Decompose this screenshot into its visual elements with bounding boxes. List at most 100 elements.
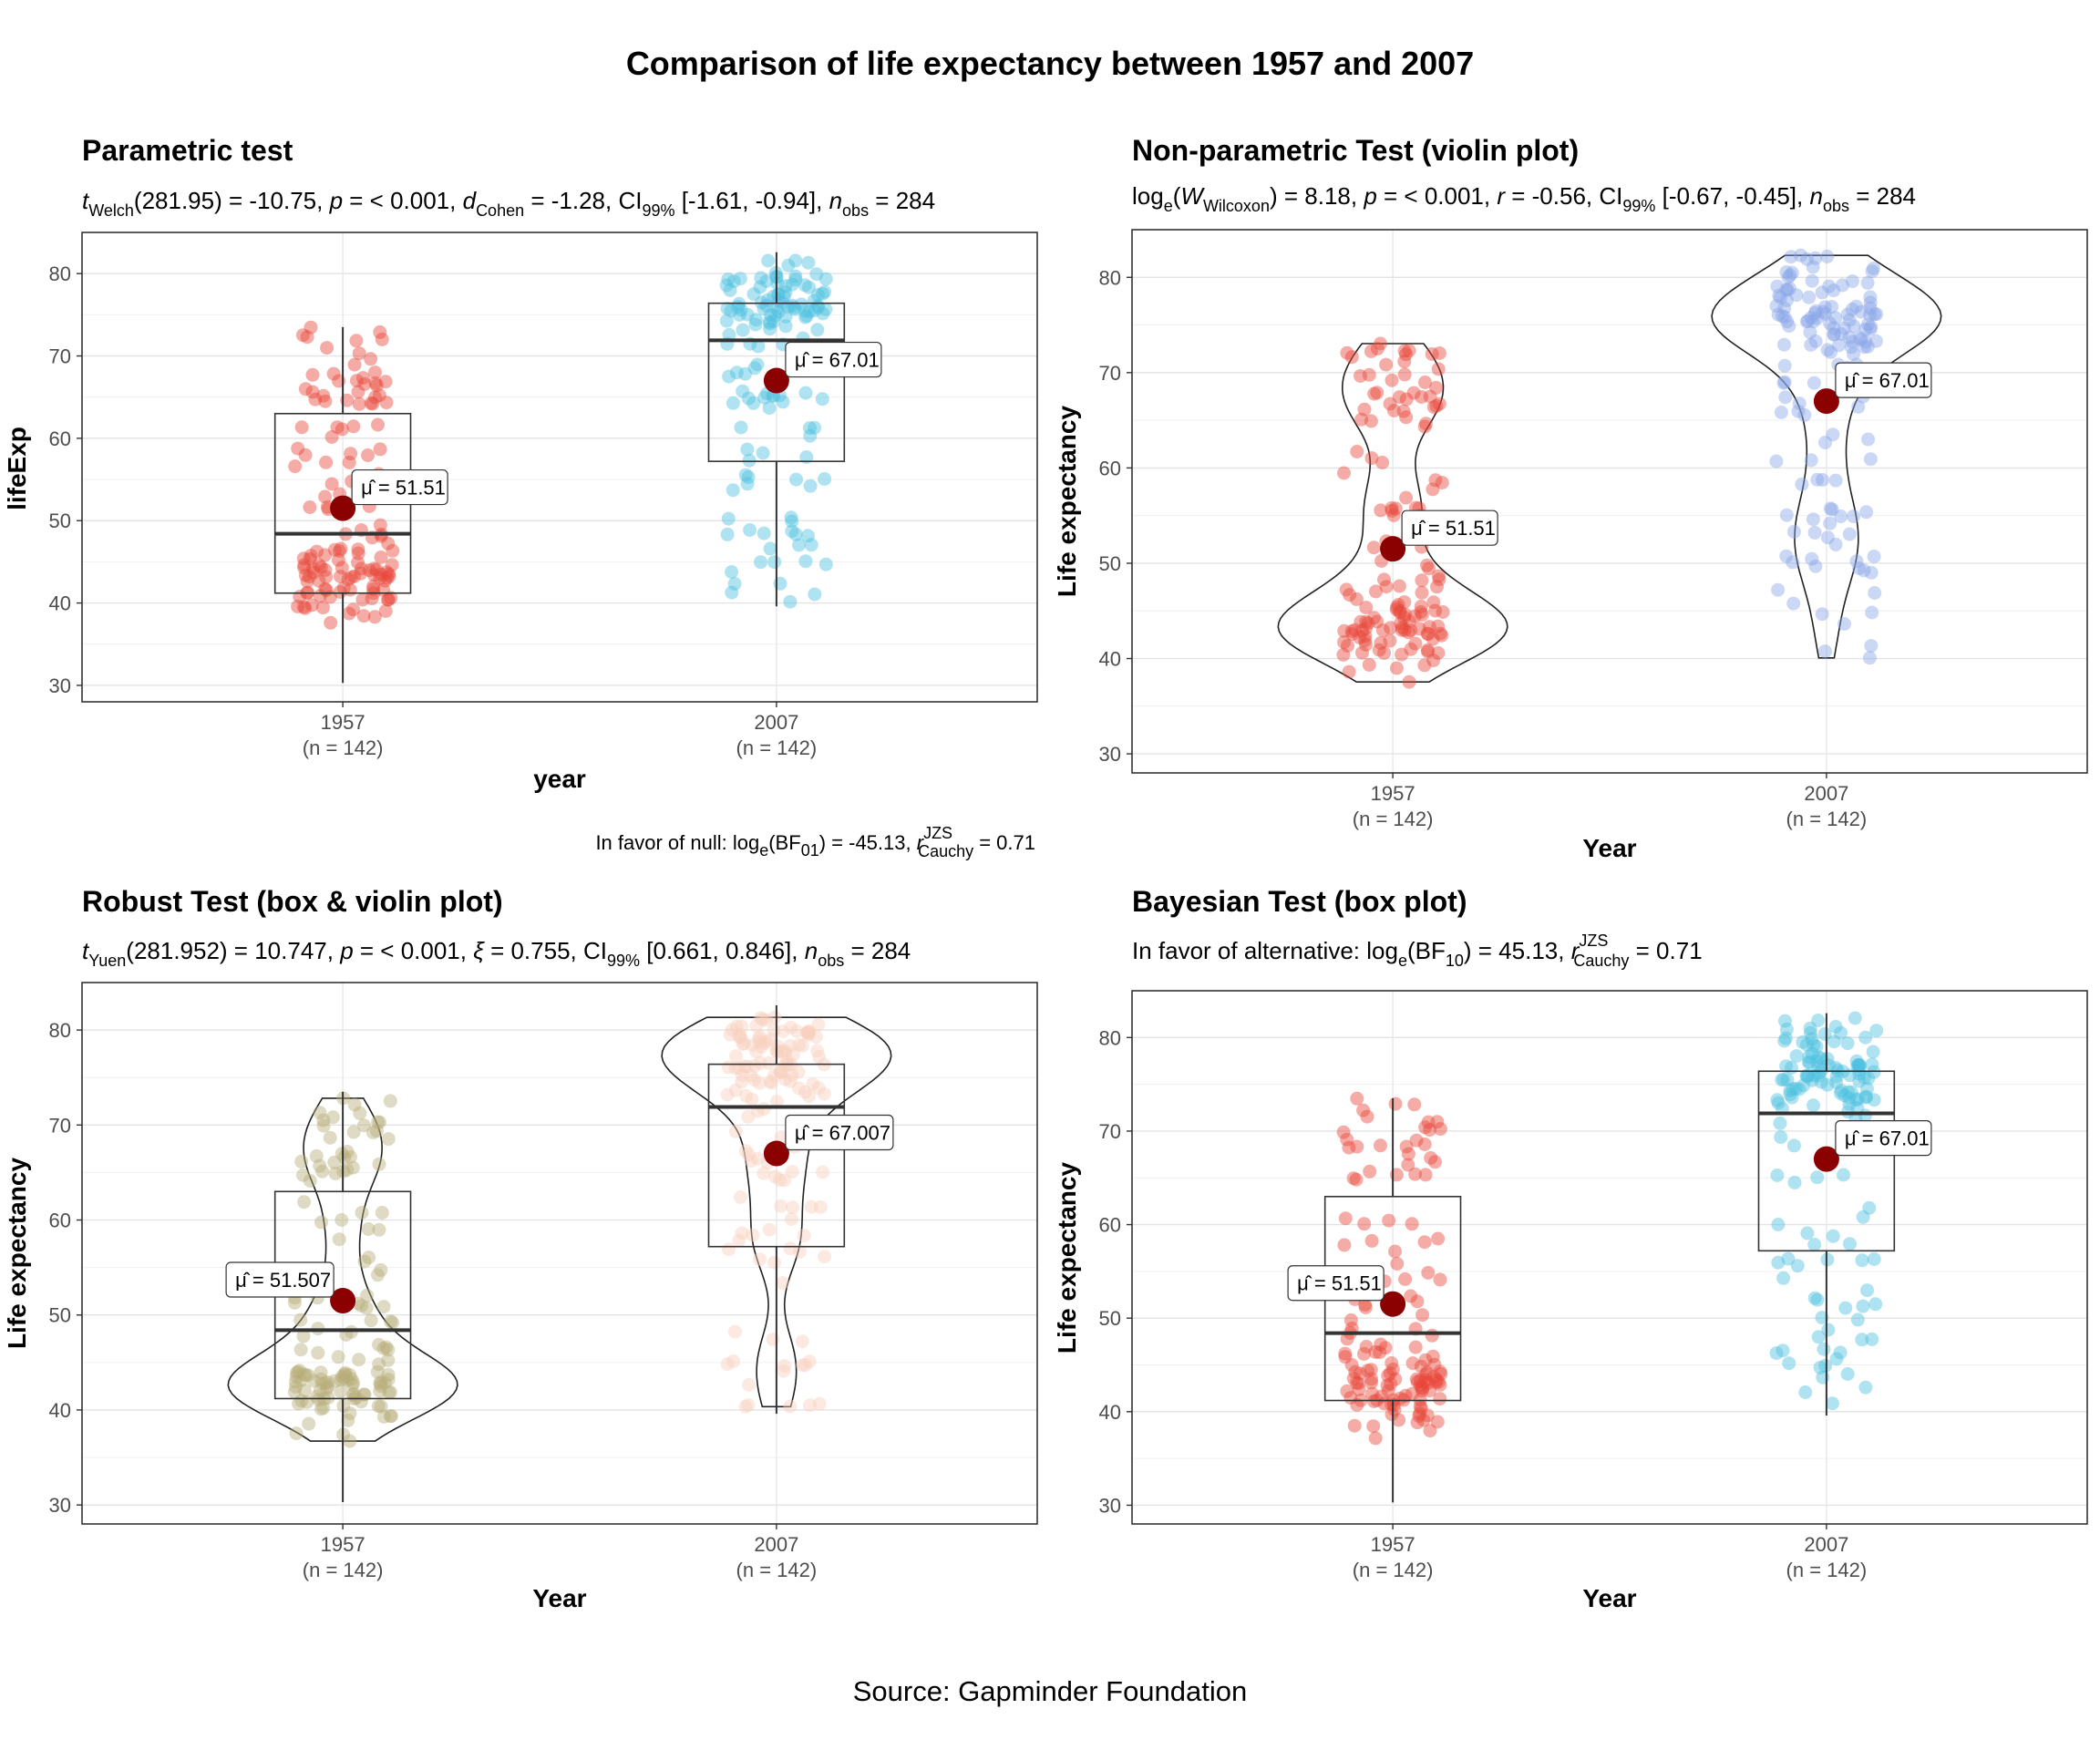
data-point bbox=[1423, 389, 1437, 404]
data-point bbox=[1843, 1237, 1857, 1251]
data-point bbox=[754, 555, 767, 570]
data-point bbox=[1408, 636, 1423, 651]
data-point bbox=[1835, 278, 1849, 293]
data-point bbox=[767, 555, 782, 570]
mean-point bbox=[1380, 1291, 1406, 1317]
data-point bbox=[1811, 1014, 1826, 1027]
mean-label-box bbox=[1835, 1120, 1932, 1157]
data-point bbox=[781, 258, 796, 273]
data-point bbox=[1828, 311, 1843, 325]
data-point bbox=[1853, 1058, 1868, 1073]
data-point bbox=[357, 1254, 372, 1269]
data-point bbox=[757, 1166, 771, 1180]
data-point bbox=[351, 555, 365, 570]
data-point bbox=[1820, 249, 1835, 263]
data-point bbox=[1789, 288, 1804, 303]
data-point bbox=[818, 302, 833, 316]
y-axis-title: Life expectancy bbox=[3, 1158, 31, 1350]
data-point bbox=[806, 1076, 820, 1091]
data-point bbox=[1852, 561, 1867, 575]
data-point bbox=[746, 287, 761, 302]
data-point bbox=[811, 1081, 826, 1096]
y-tick-label: 70 bbox=[1099, 362, 1121, 385]
data-point bbox=[797, 1228, 811, 1242]
data-point bbox=[1810, 311, 1825, 325]
data-point bbox=[799, 309, 814, 324]
data-point bbox=[1365, 1386, 1379, 1401]
data-point bbox=[324, 477, 339, 491]
data-point bbox=[1397, 623, 1412, 637]
data-point bbox=[1379, 580, 1394, 594]
data-point bbox=[1868, 1297, 1883, 1312]
data-point bbox=[1777, 310, 1792, 324]
data-point bbox=[378, 573, 392, 588]
data-point bbox=[803, 479, 818, 493]
data-point bbox=[289, 1380, 304, 1395]
data-point bbox=[781, 300, 796, 314]
data-point bbox=[729, 365, 744, 380]
data-point bbox=[345, 1160, 360, 1175]
panel-1-subtitle: tWelch(281.95) = -10.75, p = < 0.001, dC… bbox=[82, 187, 935, 220]
data-point bbox=[778, 319, 793, 334]
data-point bbox=[1338, 1346, 1353, 1361]
data-point bbox=[1781, 1251, 1796, 1266]
data-point bbox=[1337, 623, 1352, 638]
data-point bbox=[1817, 300, 1832, 314]
data-point bbox=[1418, 1168, 1433, 1182]
data-point bbox=[1346, 1371, 1361, 1385]
data-point bbox=[1425, 347, 1439, 361]
data-point bbox=[1383, 1366, 1397, 1381]
data-point bbox=[347, 569, 362, 583]
data-point bbox=[1779, 265, 1794, 279]
data-point bbox=[1418, 1367, 1433, 1382]
data-point bbox=[757, 390, 772, 405]
data-point bbox=[1395, 647, 1409, 662]
data-point bbox=[1810, 1292, 1825, 1307]
data-point bbox=[1347, 1418, 1362, 1433]
data-point bbox=[762, 1055, 776, 1070]
data-point bbox=[777, 289, 791, 304]
data-point bbox=[337, 1367, 352, 1382]
data-point bbox=[1392, 579, 1406, 593]
data-point bbox=[1771, 307, 1786, 322]
data-point bbox=[302, 1416, 316, 1431]
data-point bbox=[357, 376, 372, 391]
data-point bbox=[334, 1373, 348, 1387]
mean-label: μ̂ = 67.007 bbox=[795, 1122, 890, 1145]
data-point bbox=[785, 277, 799, 292]
mean-label-box bbox=[785, 1114, 894, 1151]
data-point bbox=[743, 523, 757, 537]
data-point bbox=[1337, 466, 1351, 480]
data-point bbox=[1820, 343, 1835, 357]
data-point bbox=[1423, 1123, 1437, 1138]
data-point bbox=[382, 1385, 396, 1400]
data-point bbox=[1804, 311, 1818, 324]
y-tick-label: 60 bbox=[49, 1210, 71, 1232]
data-point bbox=[318, 1376, 333, 1391]
data-point bbox=[745, 1092, 759, 1107]
data-point bbox=[1826, 427, 1840, 442]
data-point bbox=[1346, 1171, 1361, 1186]
data-point bbox=[1426, 595, 1441, 610]
data-point bbox=[1828, 537, 1843, 551]
data-point bbox=[1864, 565, 1879, 580]
data-point bbox=[290, 1365, 304, 1380]
data-point bbox=[316, 1113, 331, 1127]
data-point bbox=[1806, 512, 1820, 527]
data-point bbox=[1408, 1340, 1423, 1354]
data-point bbox=[786, 1047, 800, 1062]
data-point bbox=[1851, 1092, 1866, 1107]
data-point bbox=[1809, 1054, 1824, 1068]
data-point bbox=[764, 1076, 778, 1090]
data-point bbox=[1779, 1022, 1794, 1036]
data-point bbox=[1420, 1365, 1435, 1380]
data-point bbox=[789, 1024, 804, 1038]
plot-background bbox=[1132, 991, 2087, 1524]
data-point bbox=[289, 1369, 304, 1384]
data-point bbox=[1820, 1052, 1835, 1066]
data-point bbox=[1779, 293, 1794, 307]
panel-4-subtitle: In favor of alternative: loge(BF10) = 45… bbox=[1132, 932, 1703, 970]
data-point bbox=[802, 304, 817, 319]
data-point bbox=[1802, 1050, 1817, 1064]
data-point bbox=[739, 1088, 754, 1103]
